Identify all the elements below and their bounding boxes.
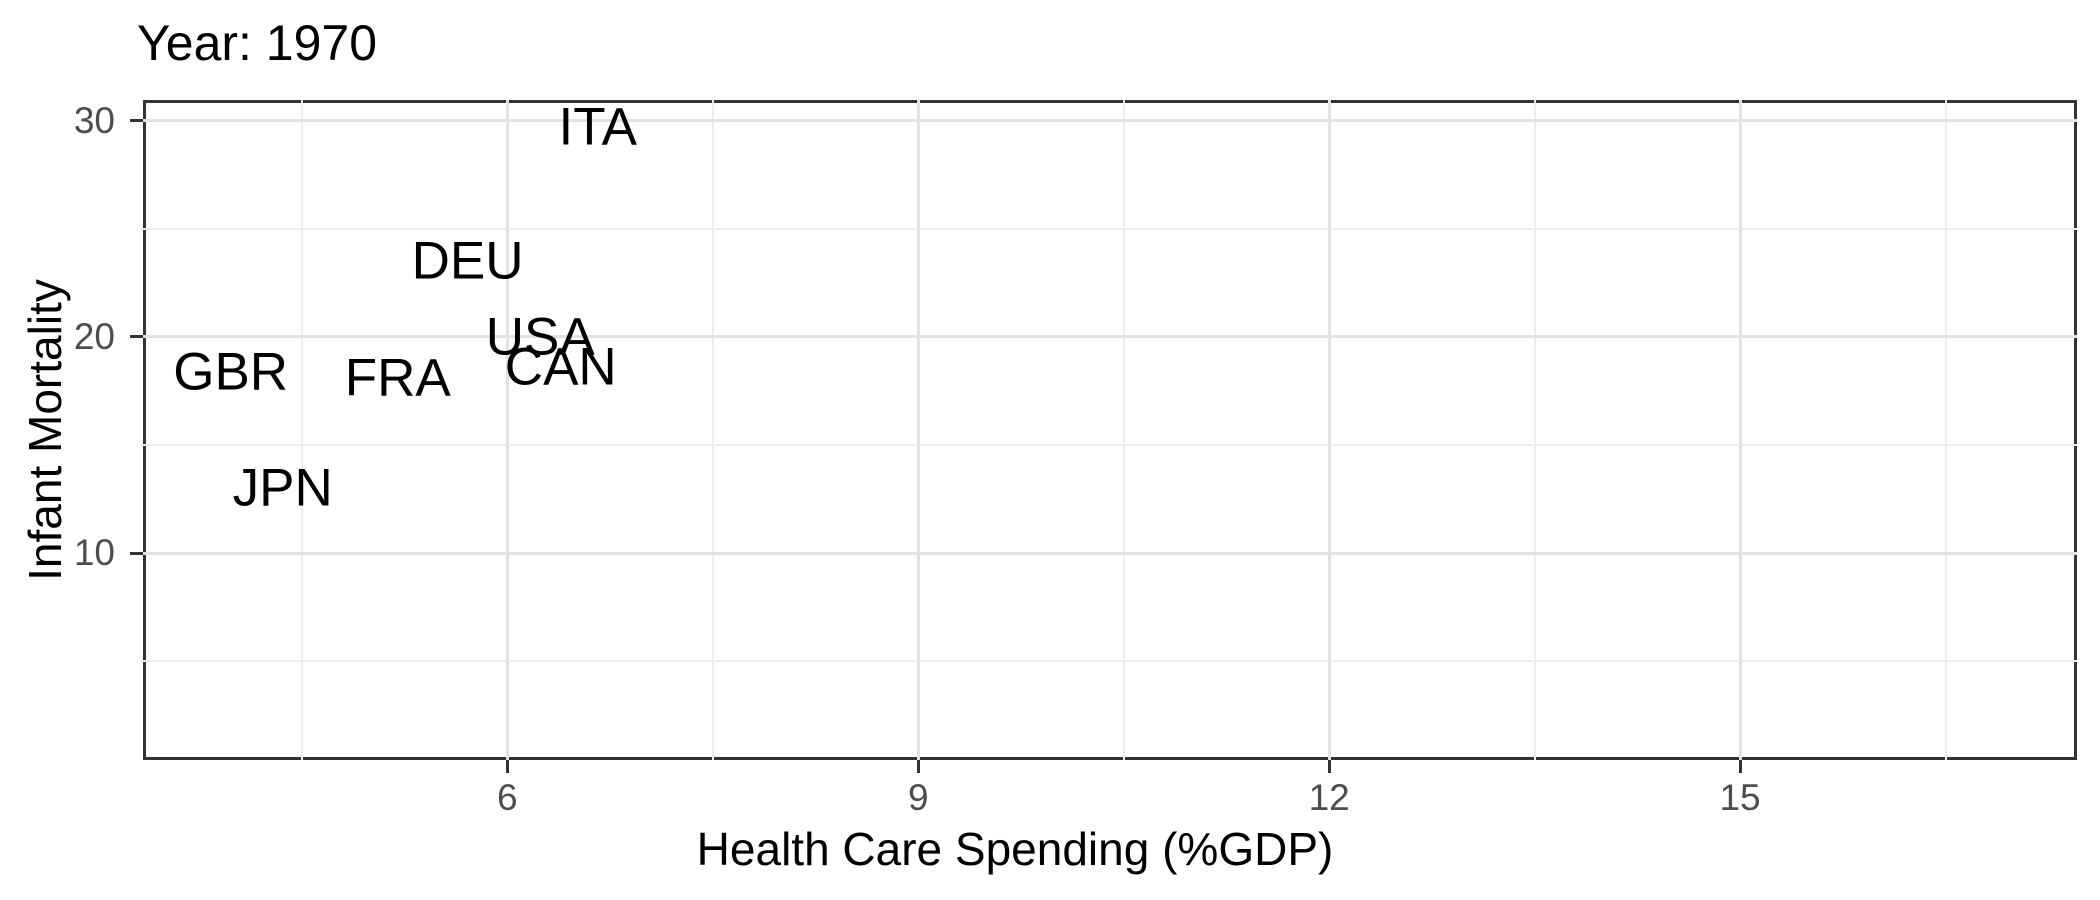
y-tick-label: 20 <box>73 315 115 357</box>
gridline-y-major <box>143 119 2077 123</box>
x-axis-tick-mark <box>916 760 920 773</box>
x-tick-label: 12 <box>1308 777 1350 818</box>
gridline-y-major <box>143 335 2077 339</box>
x-tick-label: 9 <box>907 777 929 818</box>
country-label-ITA: ITA <box>558 97 637 157</box>
gridline-x-major <box>505 100 509 760</box>
x-axis-title: Health Care Spending (%GDP) <box>696 823 1334 875</box>
x-tick-label: 6 <box>497 777 518 818</box>
gridline-x-major <box>916 100 920 760</box>
x-axis-tick-mark <box>1738 760 1742 773</box>
y-axis-title: Infant Mortality <box>19 279 71 581</box>
gridline-x-major <box>1738 100 1742 760</box>
gridline-x-minor <box>300 100 303 760</box>
gridline-x-major <box>1327 100 1331 760</box>
gridline-y-minor <box>143 444 2077 446</box>
chart-title: Year: 1970 <box>137 15 378 71</box>
country-label-GBR: GBR <box>173 342 289 402</box>
x-axis-tick-mark <box>505 760 509 773</box>
country-label-CAN: CAN <box>504 337 617 397</box>
y-tick-label: 30 <box>73 99 115 141</box>
gridline-x-minor <box>1122 100 1125 760</box>
country-label-FRA: FRA <box>344 348 451 408</box>
y-axis-tick-mark <box>130 551 143 555</box>
grid-layer <box>143 100 2077 760</box>
gridline-x-minor <box>1533 100 1536 760</box>
x-tick-label: 15 <box>1719 777 1761 818</box>
gridline-x-minor <box>1944 100 1947 760</box>
x-axis-tick-mark <box>1327 760 1331 773</box>
gridline-y-minor <box>143 227 2077 230</box>
point-layer: ITA DEU USA CAN GBR FRA JPN <box>143 97 2077 760</box>
gridline-x-minor <box>711 100 714 760</box>
country-label-USA: USA <box>485 307 595 367</box>
gridline-y-minor <box>143 660 2077 663</box>
y-tick-label: 10 <box>73 532 115 574</box>
country-label-JPN: JPN <box>232 458 333 518</box>
y-axis-tick-mark <box>130 335 143 339</box>
plot-panel: ITA DEU USA CAN GBR FRA JPN <box>143 97 2077 760</box>
y-axis-tick-mark <box>130 119 143 123</box>
gridline-y-major <box>143 551 2077 555</box>
country-label-DEU: DEU <box>411 231 524 291</box>
